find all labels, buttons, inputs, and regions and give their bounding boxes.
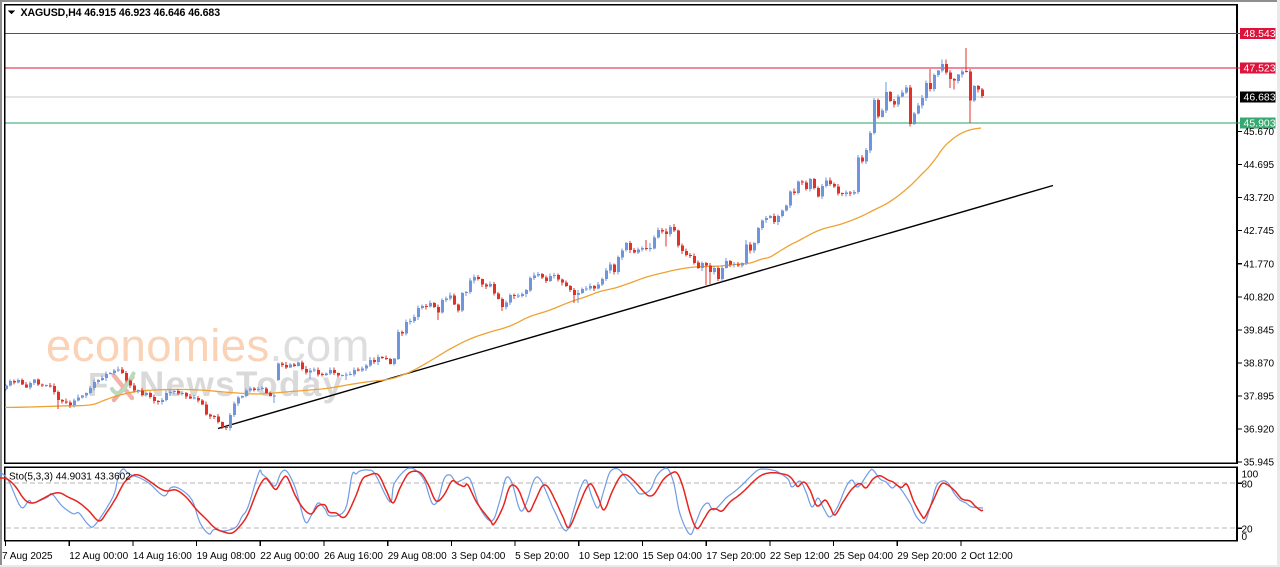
- svg-text:NewsToday: NewsToday: [139, 365, 344, 404]
- svg-text:economies.com: economies.com: [46, 320, 370, 371]
- svg-text:15 Sep 04:00: 15 Sep 04:00: [643, 551, 703, 562]
- svg-text:14 Aug 16:00: 14 Aug 16:00: [133, 551, 192, 562]
- svg-text:F: F: [88, 366, 108, 403]
- svg-text:Sto(5,3,3) 44.9031 43.3602: Sto(5,3,3) 44.9031 43.3602: [9, 472, 131, 483]
- svg-text:46.683: 46.683: [1244, 91, 1276, 103]
- svg-text:35.945: 35.945: [1244, 458, 1275, 469]
- svg-text:25 Sep 04:00: 25 Sep 04:00: [834, 551, 894, 562]
- svg-text:44.695: 44.695: [1244, 160, 1275, 171]
- svg-text:42.745: 42.745: [1244, 226, 1275, 237]
- svg-text:100: 100: [1242, 470, 1259, 481]
- svg-text:5 Sep 20:00: 5 Sep 20:00: [515, 551, 569, 562]
- svg-text:29 Aug 08:00: 29 Aug 08:00: [388, 551, 447, 562]
- svg-text:26 Aug 16:00: 26 Aug 16:00: [324, 551, 383, 562]
- svg-text:45.903: 45.903: [1244, 117, 1276, 129]
- svg-text:48.543: 48.543: [1244, 28, 1276, 40]
- svg-text:38.870: 38.870: [1244, 359, 1275, 370]
- svg-text:47.523: 47.523: [1244, 62, 1276, 74]
- svg-text:40.820: 40.820: [1244, 292, 1275, 303]
- svg-text:10 Sep 12:00: 10 Sep 12:00: [579, 551, 639, 562]
- svg-text:12 Aug 00:00: 12 Aug 00:00: [69, 551, 128, 562]
- svg-text:37.895: 37.895: [1244, 392, 1275, 403]
- svg-text:0: 0: [1242, 532, 1248, 543]
- svg-text:17 Sep 20:00: 17 Sep 20:00: [706, 551, 766, 562]
- svg-text:45.670: 45.670: [1244, 127, 1275, 138]
- svg-text:43.720: 43.720: [1244, 193, 1275, 204]
- svg-text:36.920: 36.920: [1244, 425, 1275, 436]
- svg-text:29 Sep 20:00: 29 Sep 20:00: [897, 551, 957, 562]
- svg-text:19 Aug 08:00: 19 Aug 08:00: [197, 551, 256, 562]
- svg-text:41.770: 41.770: [1244, 259, 1275, 270]
- svg-text:2 Oct 12:00: 2 Oct 12:00: [961, 551, 1013, 562]
- svg-text:3 Sep 04:00: 3 Sep 04:00: [451, 551, 505, 562]
- svg-text:39.845: 39.845: [1244, 326, 1275, 337]
- svg-text:22 Sep 12:00: 22 Sep 12:00: [770, 551, 830, 562]
- svg-text:22 Aug 00:00: 22 Aug 00:00: [260, 551, 319, 562]
- svg-text:XAGUSD,H4 46.915 46.923 46.64: XAGUSD,H4 46.915 46.923 46.646 46.683: [21, 7, 221, 19]
- svg-text:80: 80: [1242, 479, 1254, 490]
- svg-text:7 Aug 2025: 7 Aug 2025: [2, 551, 53, 562]
- svg-text:20: 20: [1242, 525, 1254, 536]
